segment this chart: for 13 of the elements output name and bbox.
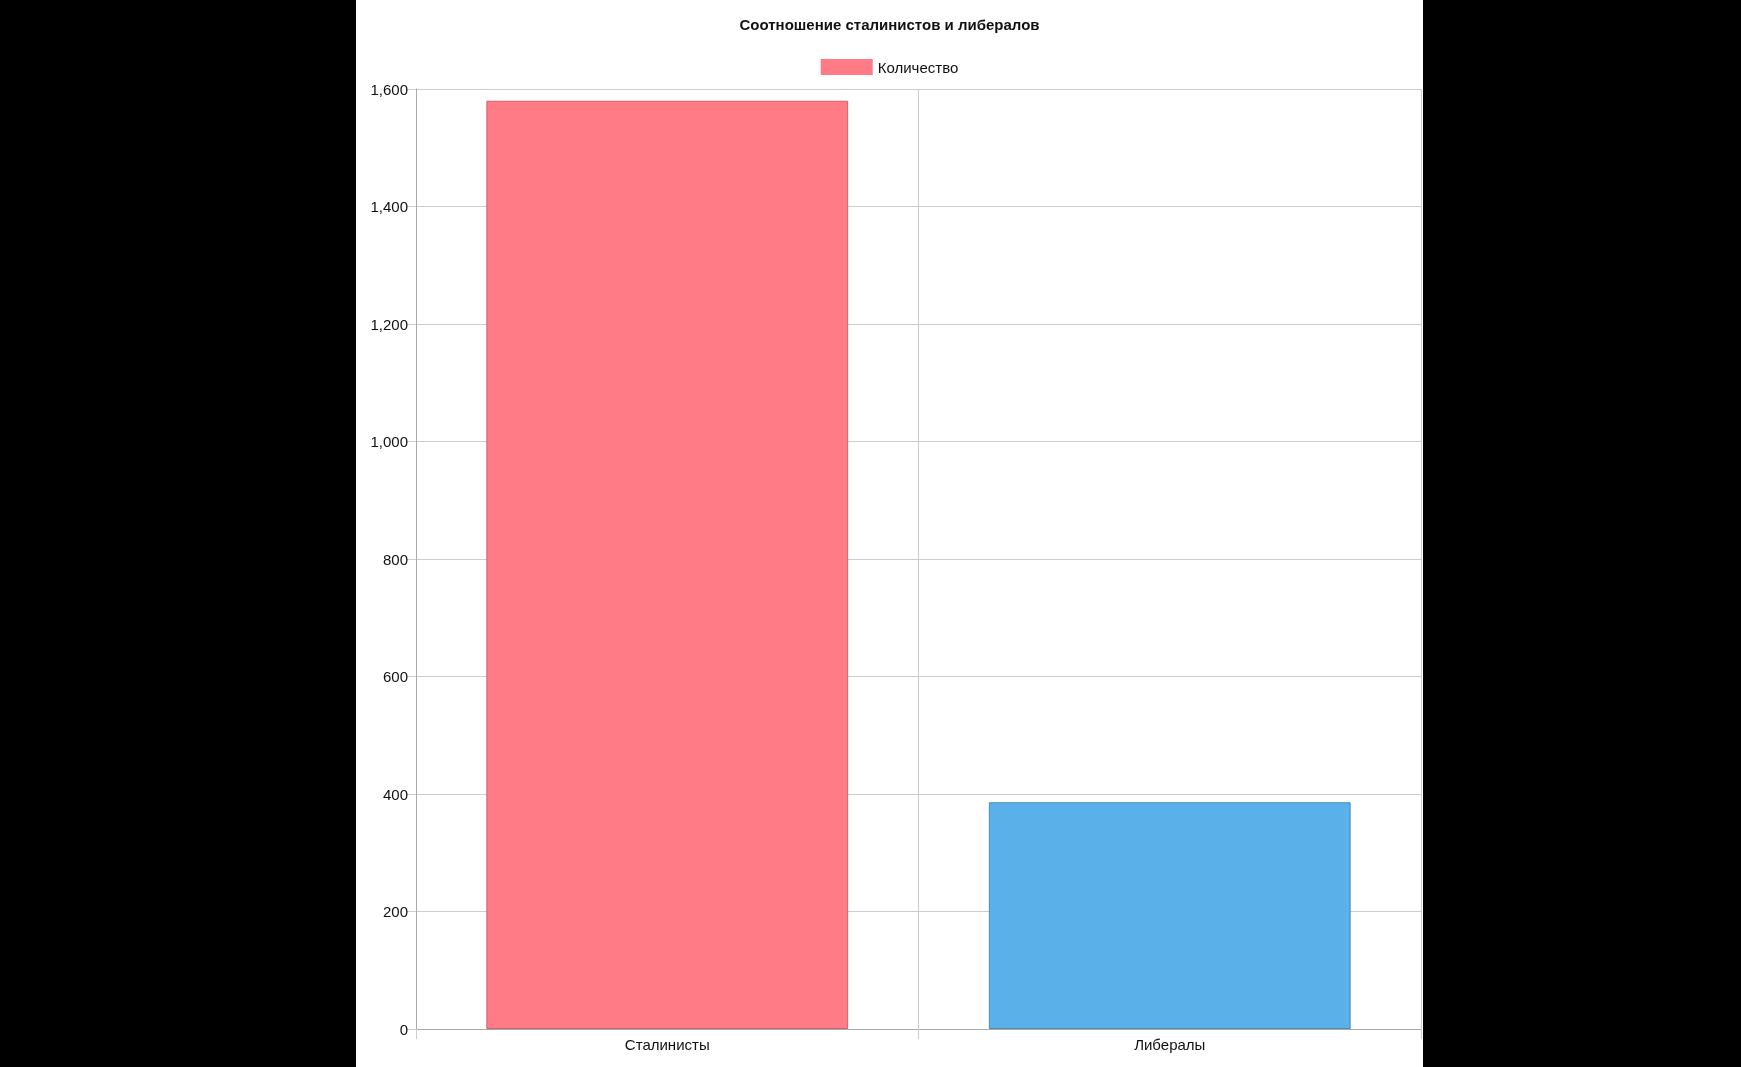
y-tick-label: 400	[382, 785, 408, 803]
x-tick-label: Либералы	[1134, 1036, 1206, 1053]
y-tick-label: 200	[382, 903, 408, 920]
chart-title: Соотношение сталинистов и либералов	[739, 16, 1040, 33]
y-tick-label: 800	[382, 550, 408, 568]
x-tick-label: Сталинисты	[624, 1036, 710, 1053]
y-tick-label: 1,600	[370, 80, 408, 98]
y-tick-label: 1,000	[370, 433, 408, 450]
legend-label: Количество	[877, 58, 959, 76]
y-tick-label: 1,400	[370, 198, 408, 215]
y-tick-label: 600	[382, 668, 408, 685]
y-tick-label: 1,200	[370, 315, 408, 333]
y-tick-label: 0	[399, 1020, 408, 1038]
